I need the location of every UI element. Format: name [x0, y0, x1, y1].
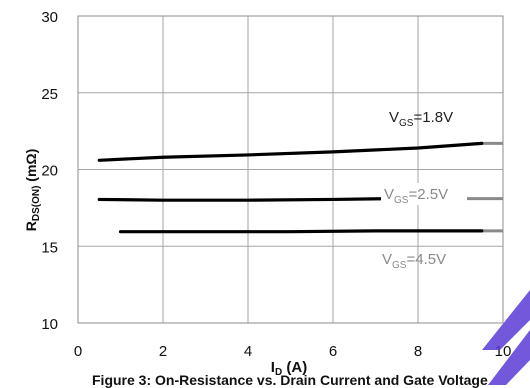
y-tick-label-0: 10: [41, 316, 58, 333]
y-tick-label-4: 30: [41, 9, 58, 26]
x-tick-label-0: 0: [74, 343, 82, 360]
x-tick-label-4: 8: [414, 343, 422, 360]
x-tick-label-1: 2: [159, 343, 167, 360]
x-tick-label-2: 4: [244, 343, 252, 360]
figure-caption: Figure 3: On-Resistance vs. Drain Curren…: [92, 372, 488, 388]
series-lines: [97, 141, 484, 234]
grid: [77, 15, 504, 324]
series-line-1: [97, 197, 390, 202]
y-axis-title: RDS(ON) (mΩ): [23, 149, 42, 232]
annotation-1: VGS=2.5V: [384, 186, 448, 206]
x-tick-label-3: 6: [329, 343, 337, 360]
x-axis-title: ID (A): [271, 359, 307, 378]
watermark-logo: [482, 290, 530, 385]
y-tick-label-2: 20: [41, 163, 58, 180]
series-line-2: [118, 229, 484, 234]
annotation-bg-1: [381, 183, 467, 205]
annotation-2: VGS=4.5V: [382, 251, 446, 271]
series-annotations: VGS=1.8V VGS=2.5V VGS=4.5V: [381, 109, 467, 271]
series-line-0: [97, 141, 484, 162]
y-tick-label-1: 15: [41, 239, 58, 256]
plot-frame: [77, 15, 504, 324]
y-tick-label-3: 25: [41, 86, 58, 103]
annotation-0: VGS=1.8V: [389, 109, 453, 129]
